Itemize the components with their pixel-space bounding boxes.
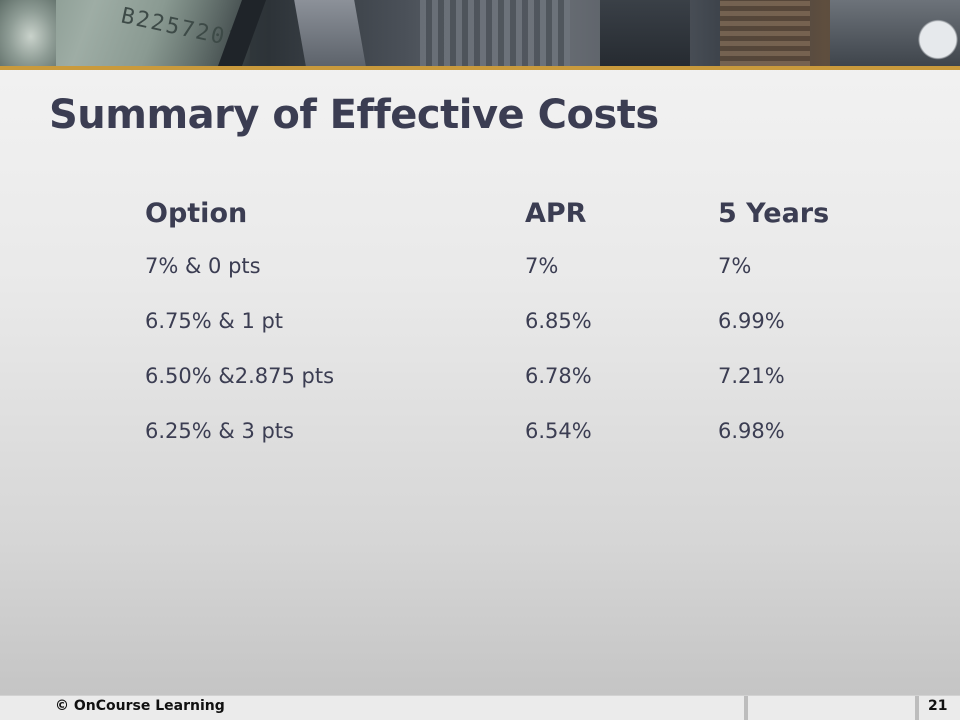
building-windows <box>420 0 570 66</box>
five-years-cell: 6.99% <box>718 308 785 333</box>
option-cell: 6.75% & 1 pt <box>145 308 284 333</box>
building-facade <box>720 0 810 66</box>
apr-cell: 6.85% <box>525 308 592 333</box>
header-banner-image: B2257201 <box>0 0 960 66</box>
footer-divider <box>915 696 919 720</box>
column-header-option: Option <box>145 197 248 229</box>
table-row: 6.25% & 3 pts 6.54% 6.98% <box>145 403 848 458</box>
banknote-portrait <box>0 0 56 66</box>
page-number: 21 <box>928 698 948 714</box>
column-header-5-years: 5 Years <box>718 197 830 229</box>
apr-cell: 6.54% <box>525 418 592 443</box>
building-tower <box>600 0 690 66</box>
option-cell: 7% & 0 pts <box>145 253 261 278</box>
effective-costs-table: Option APR 5 Years 7% & 0 pts 7% 7% 6.75… <box>145 188 848 458</box>
apr-cell: 7% <box>525 253 559 278</box>
column-header-apr: APR <box>525 197 587 229</box>
five-years-cell: 7.21% <box>718 363 785 388</box>
apr-cell: 6.78% <box>525 363 592 388</box>
five-years-cell: 7% <box>718 253 752 278</box>
accent-divider <box>0 66 960 70</box>
footer-divider <box>744 696 748 720</box>
table-row: 7% & 0 pts 7% 7% <box>145 238 848 293</box>
option-cell: 6.25% & 3 pts <box>145 418 294 443</box>
slide-title: Summary of Effective Costs <box>49 92 659 138</box>
copyright-text: © OnCourse Learning <box>55 698 225 714</box>
table-row: 6.50% &2.875 pts 6.78% 7.21% <box>145 348 848 403</box>
option-cell: 6.50% &2.875 pts <box>145 363 335 388</box>
building-column <box>294 0 366 66</box>
slide-footer: © OnCourse Learning 21 <box>0 695 960 720</box>
clock-face <box>905 0 960 66</box>
table-header-row: Option APR 5 Years <box>145 188 848 238</box>
table-row: 6.75% & 1 pt 6.85% 6.99% <box>145 293 848 348</box>
five-years-cell: 6.98% <box>718 418 785 443</box>
